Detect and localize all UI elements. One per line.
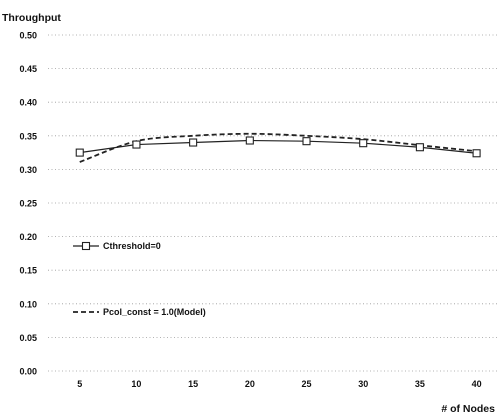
x-tick-label: 35 (415, 379, 425, 389)
data-point-marker (302, 137, 311, 146)
data-point-marker (245, 136, 254, 145)
series-line-cthreshold (79, 139, 477, 154)
data-point-marker (472, 149, 481, 158)
series-line-pcol-model (79, 132, 477, 163)
data-point-marker (132, 140, 141, 149)
tick-labels: 0.00 0.05 0.10 0.15 0.20 0.25 0.30 0.35 0.40 0.45… (19, 31, 481, 390)
x-tick-label: 5 (77, 379, 82, 389)
y-tick-label: 0.40 (19, 98, 37, 108)
x-tick-label: 30 (358, 379, 368, 389)
x-tick-label: 20 (245, 379, 255, 389)
x-tick-label: 25 (302, 379, 312, 389)
data-point-marker (415, 143, 424, 152)
x-tick-label: 10 (131, 379, 141, 389)
y-tick-label: 0.05 (19, 333, 37, 343)
y-axis-title: Throughput (2, 12, 61, 24)
data-point-marker (359, 139, 368, 148)
y-tick-label: 0.00 (19, 367, 37, 377)
y-tick-label: 0.35 (19, 131, 37, 141)
y-tick-label: 0.20 (19, 232, 37, 242)
grid-lines (48, 34, 497, 372)
x-tick-label: 40 (472, 379, 482, 389)
y-tick-label: 0.30 (19, 165, 37, 175)
series-layer (75, 132, 481, 163)
legend-label-pcol-model: Pcol_const = 1.0(Model) (103, 307, 206, 317)
x-axis-title: # of Nodes (441, 403, 495, 414)
data-point-marker (75, 148, 84, 157)
legend-marker-cthreshold (81, 241, 91, 251)
x-tick-label: 15 (188, 379, 198, 389)
y-tick-label: 0.25 (19, 199, 37, 209)
y-tick-label: 0.10 (19, 299, 37, 309)
y-tick-label: 0.15 (19, 266, 37, 276)
y-tick-label: 0.50 (19, 31, 37, 41)
legend-label-cthreshold: Cthreshold=0 (103, 241, 161, 251)
y-tick-label: 0.45 (19, 64, 37, 74)
data-point-marker (189, 138, 198, 147)
legend: Cthreshold=0 Pcol_const = 1.0(Model) (73, 241, 206, 317)
